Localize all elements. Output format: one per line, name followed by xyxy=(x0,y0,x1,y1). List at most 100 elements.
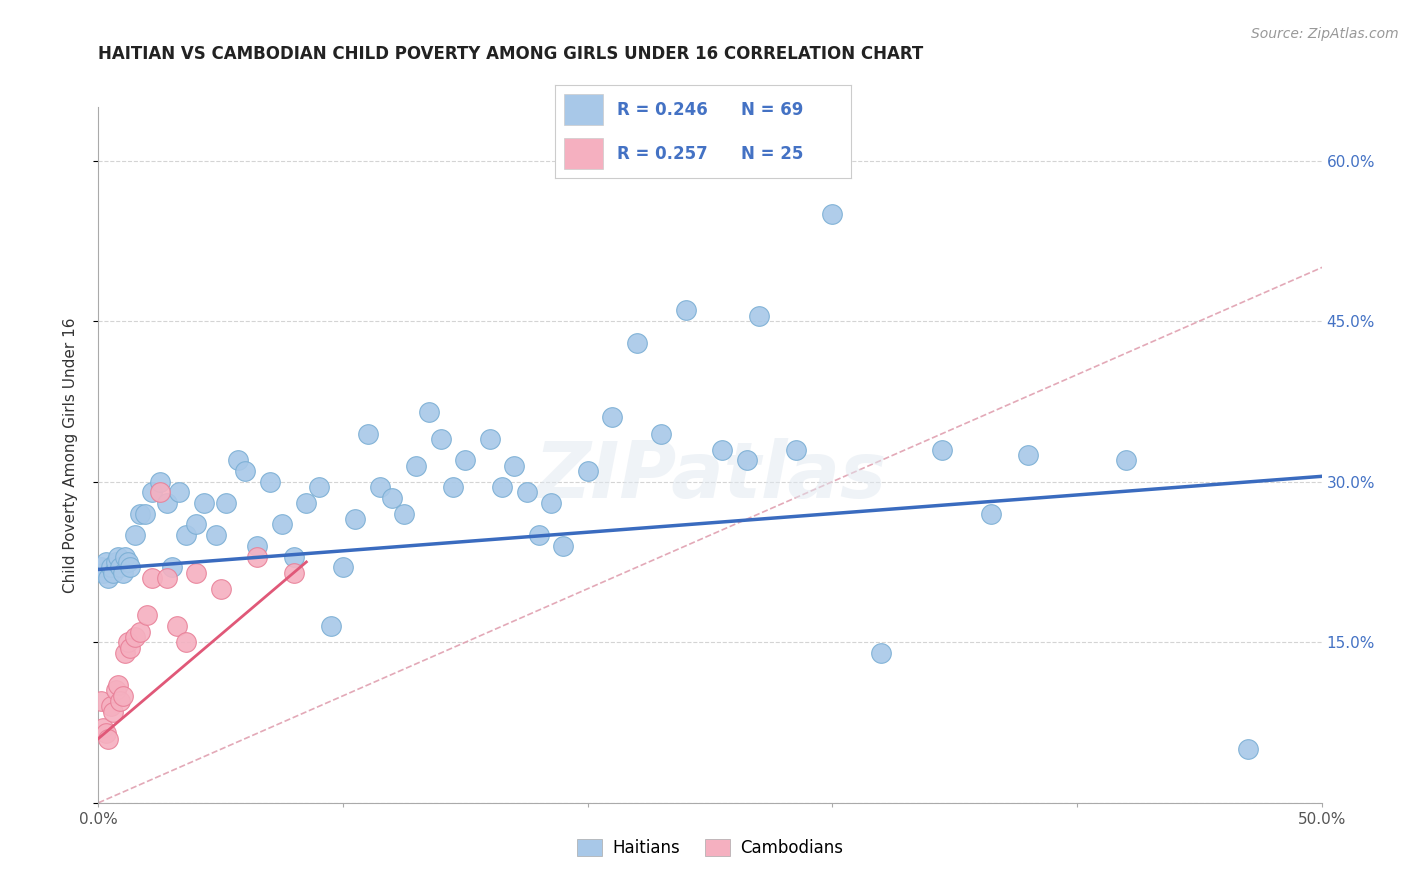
Point xyxy=(120,560,142,574)
Point xyxy=(176,528,198,542)
Point xyxy=(430,432,453,446)
Point xyxy=(295,496,318,510)
Point xyxy=(149,475,172,489)
Text: N = 25: N = 25 xyxy=(741,145,804,162)
Point xyxy=(392,507,416,521)
Point xyxy=(97,571,120,585)
Text: N = 69: N = 69 xyxy=(741,101,804,119)
Point xyxy=(405,458,427,473)
Point xyxy=(332,560,354,574)
Point xyxy=(176,635,198,649)
Point xyxy=(600,410,623,425)
Text: HAITIAN VS CAMBODIAN CHILD POVERTY AMONG GIRLS UNDER 16 CORRELATION CHART: HAITIAN VS CAMBODIAN CHILD POVERTY AMONG… xyxy=(98,45,924,62)
Point xyxy=(226,453,249,467)
Point xyxy=(104,555,127,569)
Point xyxy=(129,624,152,639)
Legend: Haitians, Cambodians: Haitians, Cambodians xyxy=(571,832,849,864)
Point xyxy=(167,485,190,500)
Point xyxy=(308,480,330,494)
Point xyxy=(283,566,305,580)
Point xyxy=(101,705,124,719)
Point xyxy=(441,480,464,494)
Y-axis label: Child Poverty Among Girls Under 16: Child Poverty Among Girls Under 16 xyxy=(63,318,77,592)
Point xyxy=(117,635,139,649)
Point xyxy=(368,480,391,494)
Point xyxy=(735,453,758,467)
Point xyxy=(515,485,537,500)
Point xyxy=(748,309,770,323)
Point xyxy=(124,528,146,542)
Point xyxy=(110,560,132,574)
Point xyxy=(821,207,844,221)
Text: R = 0.257: R = 0.257 xyxy=(617,145,709,162)
Point xyxy=(980,507,1002,521)
Point xyxy=(870,646,893,660)
Text: ZIPatlas: ZIPatlas xyxy=(534,438,886,514)
Point xyxy=(540,496,562,510)
Point xyxy=(156,496,179,510)
Point xyxy=(114,646,136,660)
Point xyxy=(134,507,156,521)
Point xyxy=(114,549,136,564)
Point xyxy=(107,678,129,692)
Point xyxy=(120,640,142,655)
Point xyxy=(94,555,117,569)
Point xyxy=(166,619,188,633)
Point xyxy=(90,694,112,708)
Point xyxy=(553,539,575,553)
Point xyxy=(1115,453,1137,467)
Point xyxy=(101,566,124,580)
Point xyxy=(491,480,513,494)
Text: Source: ZipAtlas.com: Source: ZipAtlas.com xyxy=(1251,27,1399,41)
Point xyxy=(186,566,208,580)
Point xyxy=(270,517,294,532)
Point xyxy=(381,491,404,505)
Point xyxy=(418,405,440,419)
Point xyxy=(107,549,129,564)
FancyBboxPatch shape xyxy=(564,138,603,169)
Point xyxy=(503,458,526,473)
Point xyxy=(124,630,146,644)
Point xyxy=(527,528,550,542)
Point xyxy=(478,432,501,446)
FancyBboxPatch shape xyxy=(564,95,603,125)
Point xyxy=(91,721,114,735)
Point xyxy=(129,507,152,521)
Point xyxy=(785,442,807,457)
Point xyxy=(209,582,232,596)
Point xyxy=(141,571,163,585)
Point xyxy=(356,426,378,441)
Point xyxy=(344,512,367,526)
Point xyxy=(149,485,172,500)
Point xyxy=(319,619,342,633)
Point xyxy=(675,303,697,318)
Point xyxy=(214,496,236,510)
Point xyxy=(931,442,953,457)
Point xyxy=(156,571,179,585)
Point xyxy=(246,539,269,553)
Point xyxy=(233,464,256,478)
Point xyxy=(1017,448,1039,462)
Point xyxy=(111,566,134,580)
Point xyxy=(259,475,281,489)
Point xyxy=(111,689,134,703)
Point xyxy=(283,549,305,564)
Point xyxy=(90,560,112,574)
Point xyxy=(246,549,269,564)
Point xyxy=(711,442,734,457)
Point xyxy=(117,555,139,569)
Point xyxy=(94,726,117,740)
Point xyxy=(205,528,228,542)
Point xyxy=(100,699,122,714)
Point xyxy=(650,426,672,441)
Point xyxy=(97,731,120,746)
Point xyxy=(110,694,132,708)
Point xyxy=(104,683,127,698)
Point xyxy=(626,335,648,350)
Point xyxy=(141,485,163,500)
Point xyxy=(1237,742,1260,756)
Point xyxy=(100,560,122,574)
Text: R = 0.246: R = 0.246 xyxy=(617,101,709,119)
Point xyxy=(91,566,114,580)
Point xyxy=(454,453,477,467)
